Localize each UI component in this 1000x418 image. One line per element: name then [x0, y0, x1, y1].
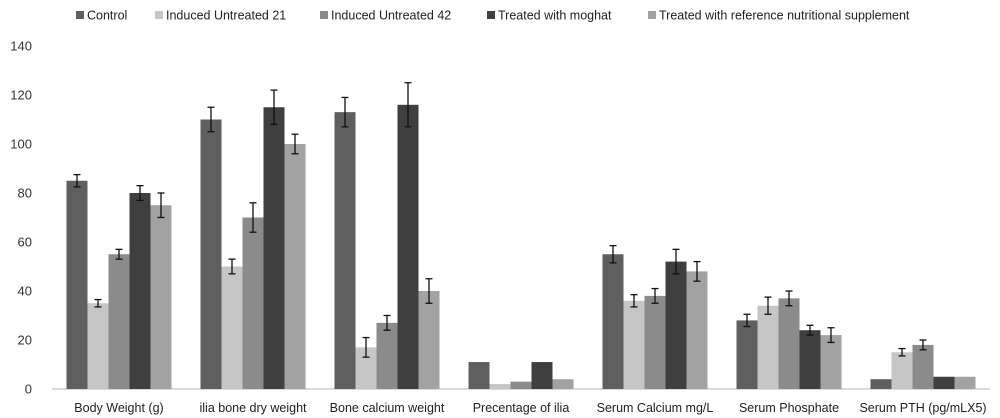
y-tick-label: 60	[18, 235, 32, 250]
bar	[552, 379, 574, 389]
bar	[602, 254, 624, 389]
error-bar	[785, 290, 793, 307]
error-bar	[383, 314, 391, 331]
error-bar	[291, 133, 299, 155]
legend-label: Control	[87, 9, 127, 23]
error-bar	[249, 202, 257, 233]
x-category-label: Body Weight (g)	[74, 401, 163, 415]
y-axis: 0 20 40 60 80 100 120 140	[10, 39, 32, 397]
error-bar	[157, 192, 165, 219]
legend-item: Treated with reference nutritional suppl…	[648, 9, 910, 23]
y-tick-label: 40	[18, 284, 32, 299]
error-bar	[651, 287, 659, 304]
legend-item: Induced Untreated 21	[155, 9, 286, 23]
error-bar	[115, 248, 123, 260]
error-bar	[693, 260, 701, 282]
bar	[891, 352, 913, 389]
bar	[66, 180, 88, 389]
x-axis: Body Weight (g) ilia bone dry weight Bone …	[52, 388, 990, 415]
error-bar	[404, 82, 412, 128]
error-bar	[609, 245, 617, 264]
legend-item: Control	[76, 9, 127, 23]
error-bar	[270, 89, 278, 126]
bar	[376, 322, 398, 389]
x-category-label: Serum Phosphate	[739, 401, 839, 415]
bar	[686, 271, 708, 389]
bar	[221, 266, 243, 389]
bar	[418, 291, 440, 389]
error-bar	[898, 347, 906, 357]
legend: Control Induced Untreated 21 Induced Untre…	[76, 9, 910, 23]
legend-label: Induced Untreated 21	[166, 9, 286, 23]
error-bars	[73, 82, 927, 358]
error-bar	[919, 339, 927, 351]
error-bar	[207, 106, 215, 133]
legend-swatch	[487, 11, 495, 19]
x-category-label: Bone calcium weight	[330, 401, 445, 415]
y-tick-label: 80	[18, 186, 32, 201]
bar	[334, 112, 356, 390]
bar	[242, 217, 264, 389]
y-tick-label: 120	[10, 88, 32, 103]
error-bar	[672, 248, 680, 275]
bar	[355, 347, 377, 389]
y-tick-label: 140	[10, 39, 32, 54]
bar	[129, 193, 151, 389]
bar	[531, 362, 553, 389]
bar	[820, 335, 842, 389]
bars	[66, 104, 976, 390]
legend-swatch	[320, 11, 328, 19]
bar	[468, 362, 490, 389]
bar	[489, 384, 511, 389]
x-category-label: Precentage of ilia	[473, 401, 570, 415]
bar	[200, 119, 222, 389]
legend-label: Treated with reference nutritional suppl…	[659, 9, 910, 23]
bar	[284, 144, 306, 389]
bar	[108, 254, 130, 389]
bar	[397, 104, 419, 390]
bar	[799, 330, 821, 389]
x-category-label: Serum Calcium mg/L	[597, 401, 714, 415]
x-category-label: ilia bone dry weight	[199, 401, 307, 415]
bar	[757, 305, 779, 389]
y-tick-label: 0	[25, 382, 32, 397]
bar	[644, 295, 666, 389]
error-bar	[228, 258, 236, 275]
y-tick-label: 20	[18, 333, 32, 348]
legend-swatch	[76, 11, 84, 19]
bar	[87, 303, 109, 389]
legend-label: Induced Untreated 42	[331, 9, 451, 23]
error-bar	[136, 184, 144, 202]
bar	[150, 205, 172, 389]
error-bar	[630, 294, 638, 308]
error-bar	[425, 278, 433, 304]
error-bar	[827, 327, 835, 344]
bar	[510, 381, 532, 389]
bar	[933, 376, 955, 389]
legend-swatch	[155, 11, 163, 19]
error-bar	[94, 298, 102, 308]
error-bar	[341, 96, 349, 128]
bar	[736, 320, 758, 389]
bar	[912, 344, 934, 389]
legend-item: Treated with moghat	[487, 9, 612, 23]
error-bar	[743, 313, 751, 328]
bar	[263, 107, 285, 389]
y-tick-label: 100	[10, 137, 32, 152]
bar	[954, 376, 976, 389]
error-bar	[362, 336, 370, 358]
bar	[778, 298, 800, 389]
legend-swatch	[648, 11, 656, 19]
legend-item: Induced Untreated 42	[320, 9, 451, 23]
x-category-label: Serum PTH (pg/mLX5)	[859, 401, 986, 415]
error-bar	[764, 296, 772, 315]
bar	[665, 261, 687, 389]
legend-label: Treated with moghat	[498, 9, 612, 23]
bar	[623, 300, 645, 389]
error-bar	[806, 324, 814, 336]
bar	[870, 379, 892, 389]
error-bar	[73, 173, 81, 188]
